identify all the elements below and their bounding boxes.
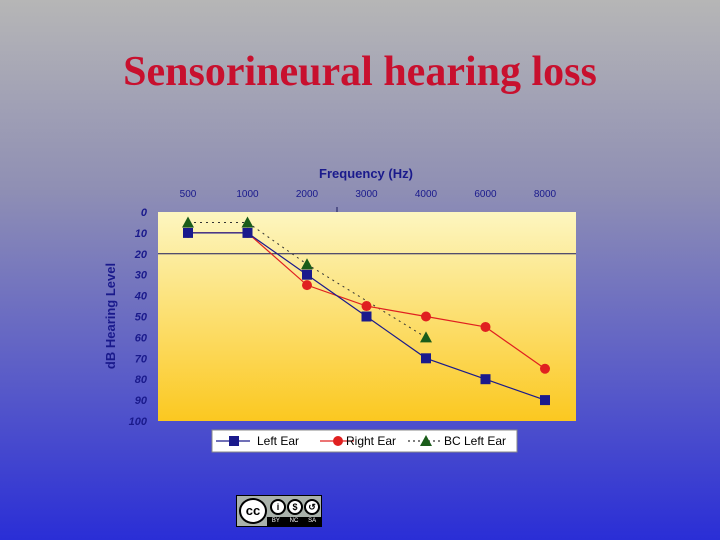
y-tick-label: 100: [129, 416, 148, 428]
y-axis-label: dB Hearing Level: [103, 263, 118, 369]
left-ear-point: [361, 311, 372, 322]
x-axis-label: Frequency (Hz): [319, 166, 413, 181]
x-tick-label: 6000: [474, 189, 497, 200]
y-tick-label: 80: [135, 374, 148, 386]
bc-left-ear-point: [182, 216, 194, 228]
legend-label-bc-left-ear: BC Left Ear: [444, 434, 506, 448]
y-tick-label: 20: [134, 249, 148, 261]
right-ear-point: [302, 280, 312, 291]
nc-icon: $: [287, 499, 303, 515]
legend-marker-right-ear: [333, 436, 343, 446]
left-ear-point: [480, 374, 491, 385]
right-ear-point: [480, 321, 491, 332]
x-tick-label: 1000: [236, 189, 259, 200]
license-sa-label: SA: [308, 518, 317, 524]
y-tick-label: 90: [135, 395, 148, 407]
left-ear-point: [183, 227, 193, 238]
y-tick-label: 60: [135, 332, 148, 344]
right-ear-point: [361, 301, 372, 312]
y-tick-label: 50: [135, 312, 148, 324]
license-strip: BY NC SA: [267, 517, 321, 526]
x-tick-label: 2000: [296, 189, 319, 200]
by-icon: i: [270, 499, 286, 515]
x-tick-label: 500: [180, 189, 197, 200]
license-by-label: BY: [271, 518, 280, 524]
bc-left-ear-point: [301, 258, 313, 270]
y-tick-label: 40: [134, 291, 148, 303]
legend-label-right-ear: Right Ear: [346, 434, 396, 448]
bc-left-ear-point: [420, 331, 432, 343]
bc-left-ear-point: [241, 216, 254, 228]
legend-marker-left-ear: [229, 436, 239, 446]
y-tick-label: 0: [141, 207, 148, 219]
sa-icon: ↺: [304, 499, 320, 515]
x-tick-label: 3000: [355, 189, 378, 200]
slide-title: Sensorineural hearing loss: [123, 49, 597, 95]
legend-marker-bc-left-ear: [420, 435, 432, 446]
left-ear-point: [302, 269, 312, 280]
right-ear-point: [421, 311, 431, 322]
y-tick-label: 70: [135, 353, 148, 365]
y-tick-label: 10: [135, 228, 148, 240]
x-tick-label: 4000: [415, 189, 438, 200]
legend: [211, 429, 518, 453]
right-ear-point: [540, 363, 550, 374]
left-ear-point: [421, 353, 431, 364]
left-ear-point: [540, 395, 550, 406]
x-tick-label: 8000: [534, 189, 557, 200]
license-nc-label: NC: [289, 518, 299, 524]
cc-license-badge[interactable]: cc i $ ↺ BY NC SA: [236, 495, 322, 527]
y-tick-label: 30: [135, 270, 148, 282]
left-ear-point: [242, 227, 253, 238]
cc-icon: cc: [239, 498, 267, 524]
legend-label-left-ear: Left Ear: [257, 434, 299, 448]
